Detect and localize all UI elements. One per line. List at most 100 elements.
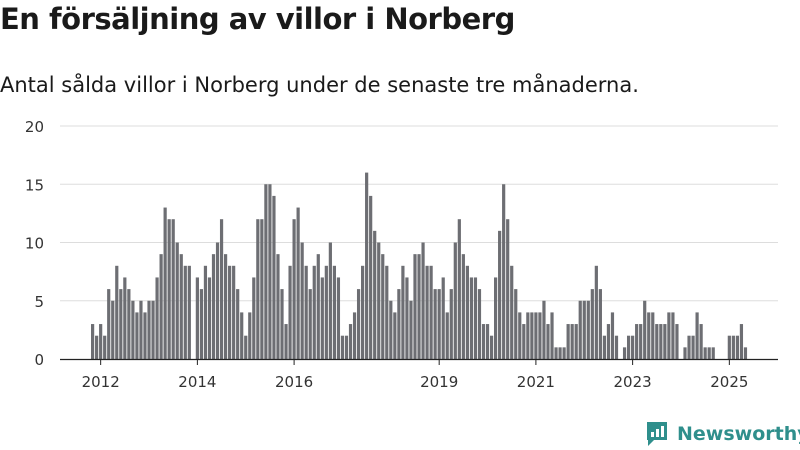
bar	[111, 300, 115, 359]
bar	[739, 324, 744, 359]
bar	[566, 324, 570, 359]
bar	[675, 324, 679, 359]
bar	[211, 254, 216, 359]
bar	[195, 277, 199, 359]
bar	[228, 265, 232, 359]
bar	[312, 265, 316, 359]
bar	[498, 230, 502, 359]
bar	[667, 312, 671, 359]
bar	[272, 195, 276, 359]
bar	[236, 289, 240, 359]
bar	[477, 289, 482, 359]
bar	[683, 347, 687, 359]
bar	[232, 265, 236, 359]
bar	[308, 289, 312, 359]
bar	[373, 230, 377, 359]
bar	[115, 265, 119, 359]
bar	[171, 219, 175, 359]
bar	[417, 254, 421, 359]
x-tick-label: 2021	[517, 373, 555, 391]
y-tick-label: 20	[25, 118, 44, 136]
bar	[429, 265, 433, 359]
bar	[425, 265, 429, 359]
bar	[602, 335, 607, 359]
bar	[389, 300, 393, 359]
bar	[199, 289, 204, 359]
bar	[107, 289, 111, 359]
bar	[711, 347, 715, 359]
bar-chart: 0 5 10 15 20 2012 2014 2016 2019 2021 2023 2025 1	[25, 0, 778, 391]
y-tick-label: 0	[34, 351, 44, 369]
x-tick-label: 2019	[420, 373, 458, 391]
bar	[421, 242, 425, 359]
bar	[582, 300, 586, 359]
x-tick-label: 2016	[275, 373, 313, 391]
bar	[223, 254, 228, 359]
newsworthy-logo-icon	[647, 422, 667, 446]
bar	[635, 324, 639, 359]
data-labels: 1	[744, 0, 754, 4]
bar	[691, 335, 695, 359]
bar	[699, 324, 703, 359]
bar	[538, 312, 542, 359]
bar	[401, 265, 405, 359]
bar	[143, 312, 147, 359]
bar	[409, 300, 413, 359]
bar	[437, 289, 441, 359]
bar	[344, 335, 349, 359]
bar	[256, 219, 260, 359]
bar	[336, 277, 341, 359]
bar	[244, 335, 248, 359]
bar	[167, 219, 171, 359]
bar	[369, 195, 373, 359]
bar	[530, 312, 534, 359]
bar	[288, 265, 292, 359]
bar	[284, 324, 288, 359]
bar	[103, 335, 107, 359]
bar	[727, 335, 731, 359]
bar	[655, 324, 659, 359]
bar	[687, 335, 691, 359]
bar	[175, 242, 179, 359]
bar	[510, 265, 514, 359]
bar	[562, 347, 566, 359]
bar	[631, 335, 635, 359]
bar	[203, 265, 208, 359]
bar	[365, 172, 369, 359]
bar	[413, 254, 417, 359]
bar	[695, 312, 699, 359]
bar	[240, 312, 244, 359]
bar	[558, 347, 562, 359]
bar	[264, 184, 268, 359]
bar	[502, 184, 506, 359]
bar	[348, 324, 353, 359]
bar	[441, 277, 445, 359]
bar	[743, 347, 748, 359]
bar	[586, 300, 590, 359]
bar	[183, 265, 187, 359]
chart-subtitle: Antal sålda villor i Norberg under de se…	[0, 73, 639, 97]
bar	[340, 335, 345, 359]
bar	[707, 347, 711, 359]
bar	[518, 312, 522, 359]
chart-title: En försäljning av villor i Norberg	[0, 2, 515, 36]
bar	[457, 219, 461, 359]
bar	[598, 289, 602, 359]
bar	[304, 265, 308, 359]
bar	[377, 242, 381, 359]
bar	[639, 324, 643, 359]
bar	[473, 277, 478, 359]
bar	[276, 254, 280, 359]
x-tick-label: 2014	[178, 373, 216, 391]
bar	[550, 312, 554, 359]
bar	[163, 207, 167, 359]
bar	[433, 289, 437, 359]
bar	[514, 289, 518, 359]
bar	[526, 312, 530, 359]
bar	[534, 312, 538, 359]
bar	[570, 324, 574, 359]
bar	[659, 324, 663, 359]
y-axis-ticks: 0 5 10 15 20	[25, 118, 44, 369]
bar	[179, 254, 183, 359]
bar	[622, 347, 627, 359]
